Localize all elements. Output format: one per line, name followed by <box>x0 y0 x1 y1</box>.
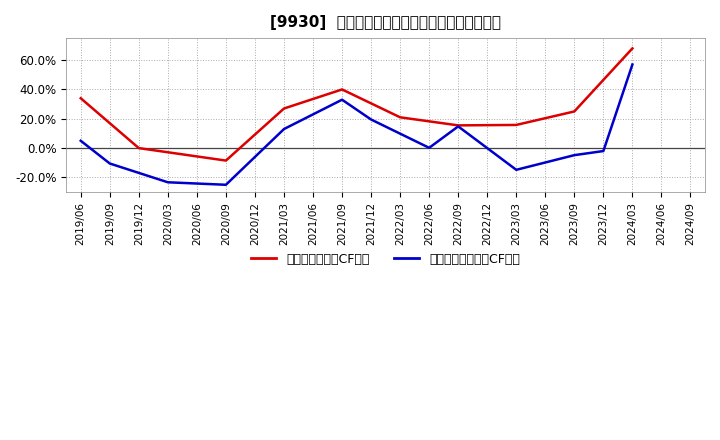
Legend: 有利子負債営業CF比率, 有利子負債フリーCF比率: 有利子負債営業CF比率, 有利子負債フリーCF比率 <box>246 248 525 271</box>
Title: [9930]  有利子負債キャッシュフロー比率の推移: [9930] 有利子負債キャッシュフロー比率の推移 <box>270 15 501 30</box>
